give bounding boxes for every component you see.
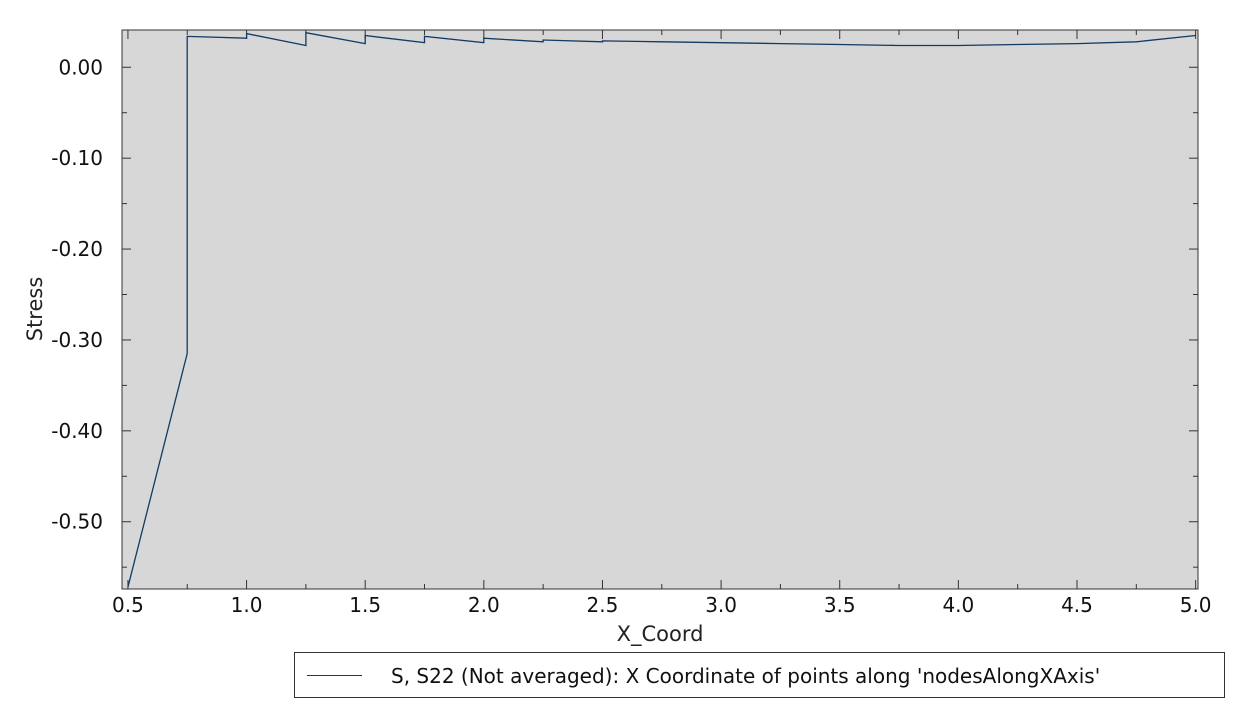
legend-swatch [307,675,362,676]
x-tick-label: 1.5 [349,593,381,617]
y-tick-labels: 0.00 -0.10 -0.20 -0.30 -0.40 -0.50 [51,55,103,533]
x-tick-label: 2.0 [468,593,500,617]
x-axis-title: X_Coord [617,622,704,647]
y-tick-label: -0.10 [51,146,103,170]
legend-label: S, S22 (Not averaged): X Coordinate of p… [391,664,1101,688]
series-layer [127,31,1196,588]
series-line [127,31,1196,588]
axis-ticks [122,30,1198,589]
plot-area [121,29,1199,590]
y-tick-label: 0.00 [58,55,103,79]
x-tick-label: 3.5 [824,593,856,617]
legend: S, S22 (Not averaged): X Coordinate of p… [294,652,1225,698]
x-tick-label: 3.0 [705,593,737,617]
x-tick-label: 4.0 [942,593,974,617]
x-tick-label: 1.0 [231,593,263,617]
x-tick-labels: 0.5 1.0 1.5 2.0 2.5 3.0 3.5 4.0 4.5 5.0 [112,593,1212,617]
y-axis-title: Stress [23,277,47,342]
y-tick-label: -0.50 [51,510,103,534]
y-tick-label: -0.40 [51,419,103,443]
x-tick-label: 2.5 [587,593,619,617]
y-tick-label: -0.20 [51,237,103,261]
x-tick-label: 0.5 [112,593,144,617]
y-tick-label: -0.30 [51,328,103,352]
x-tick-label: 4.5 [1061,593,1093,617]
x-tick-label: 5.0 [1180,593,1212,617]
